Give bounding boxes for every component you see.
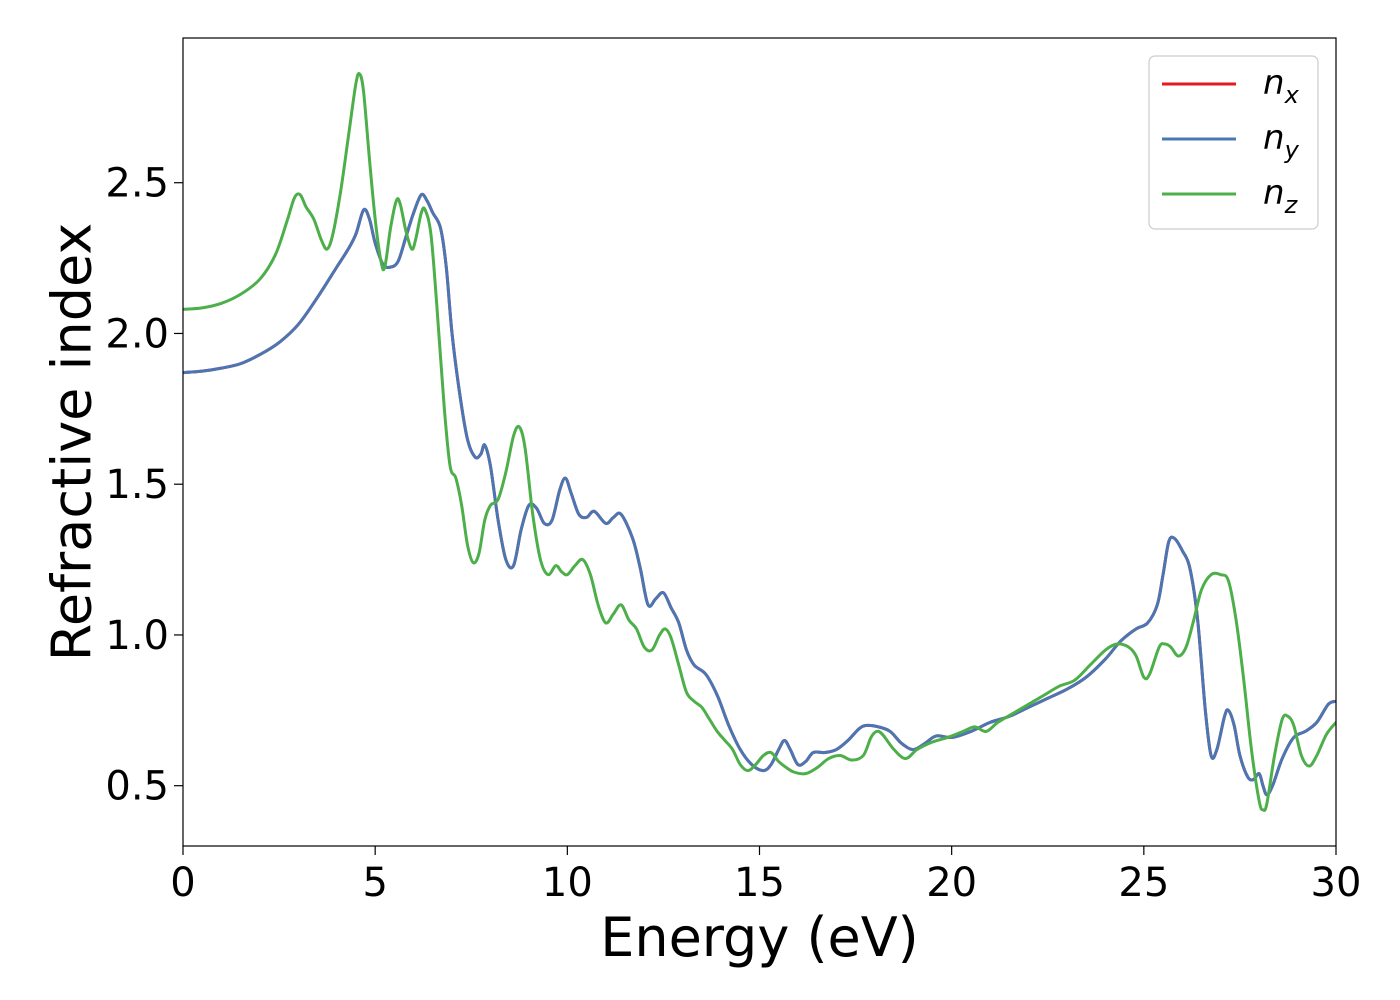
series-line-ny <box>183 192 1336 797</box>
series-line-nz <box>183 71 1336 813</box>
legend-label-nz: nz <box>1263 173 1299 219</box>
y-tick-label: 2.0 <box>105 311 169 357</box>
legend: nx ny nz <box>1148 55 1319 230</box>
series-layer <box>183 71 1336 813</box>
y-tick-label: 1.0 <box>105 613 169 659</box>
x-tick-label: 30 <box>1311 860 1362 906</box>
x-tick-label: 0 <box>170 860 195 906</box>
y-tick-label: 0.5 <box>105 764 169 810</box>
legend-box <box>1148 55 1319 230</box>
x-tick-label: 20 <box>926 860 977 906</box>
x-axis: 0 5 10 15 20 25 30 <box>170 846 1361 906</box>
x-tick-label: 15 <box>734 860 785 906</box>
x-axis-label: Energy (eV) <box>600 906 919 969</box>
y-axis-label: Refractive index <box>41 223 104 662</box>
legend-label-nx: nx <box>1263 63 1300 109</box>
y-tick-label: 2.5 <box>105 161 169 207</box>
y-tick-label: 1.5 <box>105 462 169 508</box>
y-axis: 0.5 1.0 1.5 2.0 2.5 <box>105 161 183 810</box>
x-tick-label: 5 <box>362 860 387 906</box>
legend-label-ny: ny <box>1263 118 1300 164</box>
x-tick-label: 25 <box>1118 860 1169 906</box>
x-tick-label: 10 <box>542 860 593 906</box>
